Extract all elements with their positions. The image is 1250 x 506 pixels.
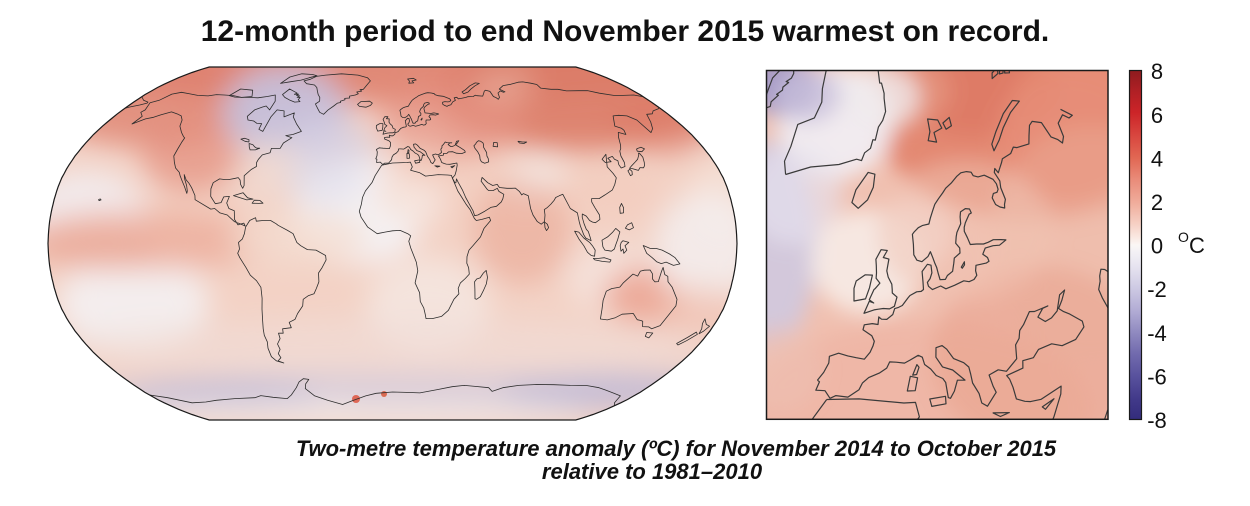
svg-text:-4: -4 — [1147, 321, 1167, 346]
svg-text:4: 4 — [1151, 146, 1163, 171]
svg-text:0: 0 — [1151, 234, 1163, 259]
svg-text:C: C — [1189, 233, 1205, 258]
svg-text:-8: -8 — [1147, 408, 1167, 433]
svg-text:6: 6 — [1151, 103, 1163, 128]
svg-text:-6: -6 — [1147, 364, 1167, 389]
svg-text:-2: -2 — [1147, 277, 1167, 302]
svg-text:8: 8 — [1151, 59, 1163, 84]
svg-text:O: O — [1178, 229, 1189, 245]
svg-text:2: 2 — [1151, 190, 1163, 215]
